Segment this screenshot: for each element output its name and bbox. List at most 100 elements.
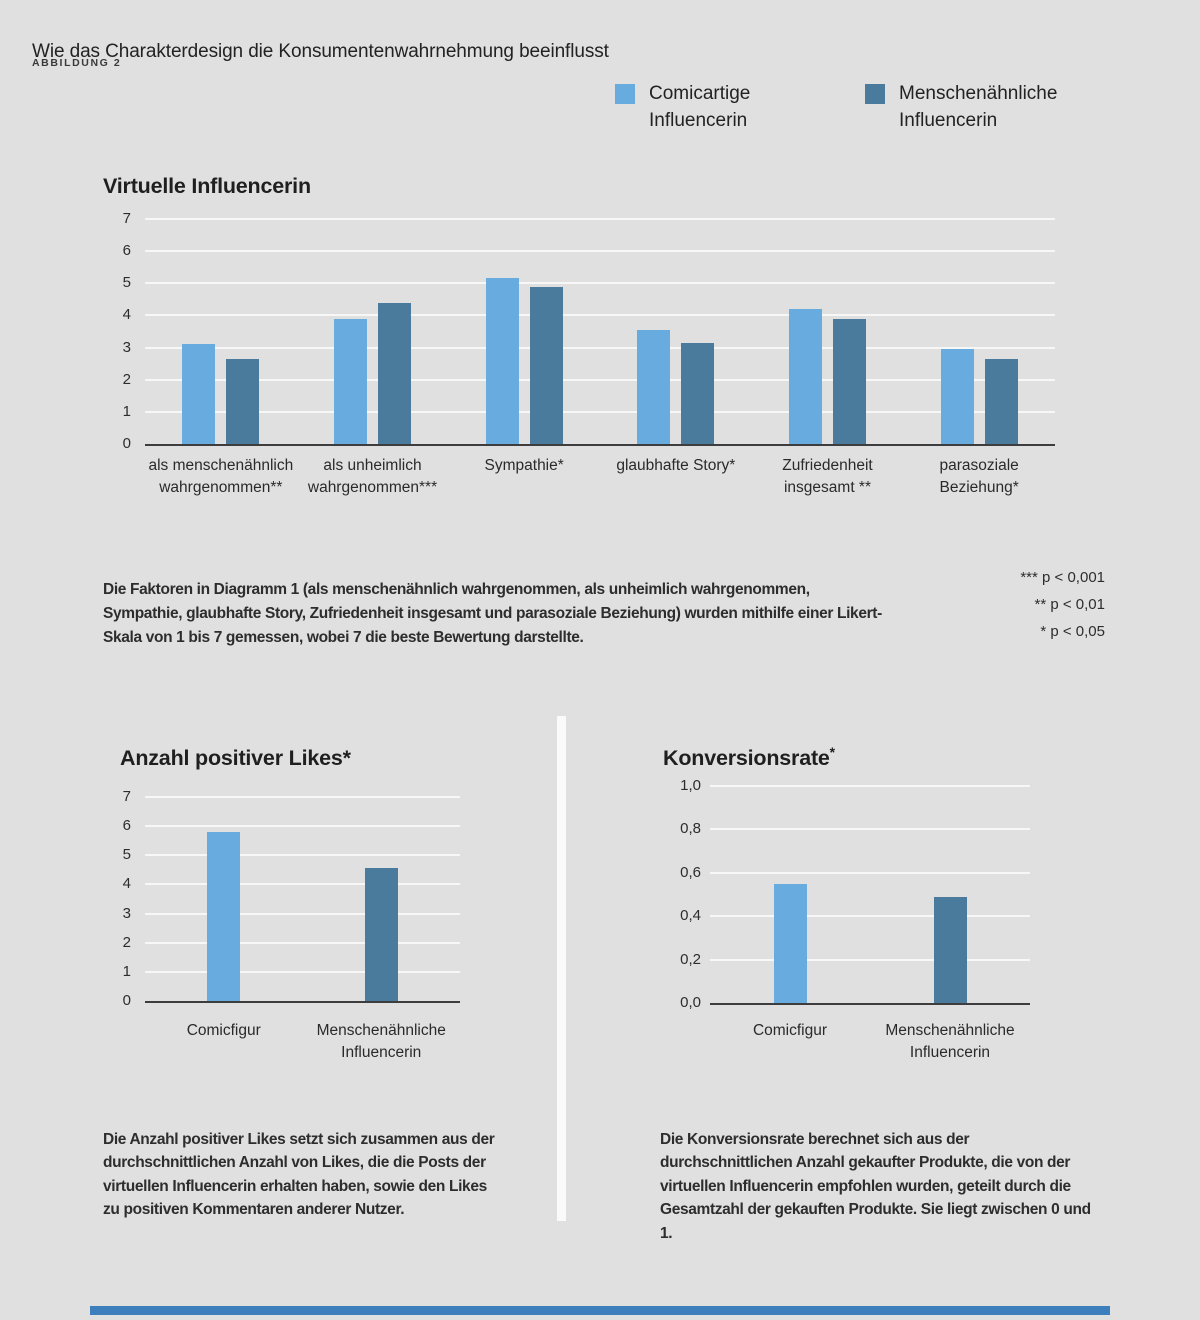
gridline — [145, 410, 1055, 413]
category-slot — [903, 219, 1055, 444]
chart-title-likes: Anzahl positiver Likes* — [120, 745, 351, 770]
y-tick-label: 2 — [122, 370, 131, 388]
x-axis-label: als unheimlich wahrgenommen*** — [307, 457, 438, 496]
x-axis-label: Zufriedenheit insgesamt ** — [782, 457, 873, 496]
y-axis-virtuelle-influencerin: 0 1 2 3 4 5 6 7 — [95, 211, 131, 452]
bar — [377, 302, 411, 444]
significance-levels: *** p < 0,001 ** p < 0,01 * p < 0,05 — [1020, 569, 1105, 640]
y-tick-label: 0 — [122, 992, 131, 1009]
category-slot — [297, 219, 449, 444]
bar — [182, 344, 216, 444]
gridline — [710, 915, 1030, 918]
bar — [529, 286, 563, 444]
gridline — [145, 378, 1055, 381]
bar — [984, 358, 1018, 444]
gridline — [145, 250, 1055, 253]
x-axis-label: Sympathie* — [484, 457, 564, 474]
y-tick-label: 0,0 — [680, 994, 701, 1011]
gridline — [145, 912, 460, 915]
y-tick-label: 6 — [122, 817, 131, 835]
legend-swatch-comic — [615, 84, 635, 104]
gridline — [145, 314, 1055, 317]
bar — [207, 831, 241, 1001]
y-axis-likes: 0 1 2 3 4 5 6 7 — [95, 789, 131, 1009]
x-axis-labels-konversionsrate: Comicfigur Menschenähnliche Influencerin — [710, 1020, 1030, 1070]
legend-label-comic: Comicartige Influencerin — [649, 83, 751, 131]
bar — [832, 318, 866, 444]
gridline — [145, 825, 460, 828]
bar — [485, 278, 519, 444]
chart-title-konversionsrate: Konversionsrate* — [663, 744, 835, 771]
legend-item-human: Menschenähnliche Influencerin — [865, 80, 1057, 134]
x-axis-label: parasoziale Beziehung* — [939, 457, 1019, 496]
gridline — [145, 346, 1055, 349]
y-tick-label: 2 — [122, 933, 131, 951]
plot-konversionsrate — [710, 785, 1030, 1005]
category-slot — [145, 219, 297, 444]
y-tick-label: 0,6 — [680, 863, 701, 881]
gridline — [710, 958, 1030, 961]
x-axis-label: Comicfigur — [186, 1022, 261, 1039]
y-tick-label: 3 — [122, 904, 131, 922]
y-axis-konversionsrate: 0,0 0,2 0,4 0,6 0,8 1,0 — [655, 778, 701, 1011]
legend-swatch-human — [865, 84, 885, 104]
category-slot — [710, 786, 870, 1003]
bar — [681, 342, 715, 444]
y-tick-label: 0,8 — [680, 820, 701, 838]
category-slot — [303, 797, 461, 1001]
gridline — [145, 282, 1055, 285]
x-axis-label: Comicfigur — [752, 1022, 828, 1039]
y-tick-label: 0,4 — [680, 907, 701, 925]
bar — [226, 358, 260, 444]
gridline — [145, 883, 460, 886]
gridline — [145, 854, 460, 857]
legend-label-human: Menschenähnliche Influencerin — [899, 83, 1058, 131]
x-axis-label: Menschenähnliche Influencerin — [885, 1022, 1015, 1061]
category-slot — [600, 219, 752, 444]
bottom-accent-bar — [90, 1306, 1110, 1315]
bar — [933, 896, 967, 1003]
chart-title-virtuelle-influencerin: Virtuelle Influencerin — [103, 173, 311, 198]
x-axis-line — [710, 1003, 1030, 1005]
category-slot — [145, 797, 303, 1001]
gridline — [710, 785, 1030, 787]
y-tick-label: 0,2 — [680, 950, 701, 968]
y-tick-label: 5 — [122, 846, 131, 864]
gridline — [710, 871, 1030, 874]
x-axis-labels-likes: Comicfigur Menschenähnliche Influencerin — [145, 1020, 460, 1070]
y-tick-label: 7 — [122, 788, 131, 805]
likert-footnote: Die Faktoren in Diagramm 1 (als menschen… — [103, 580, 882, 646]
gridline — [145, 941, 460, 944]
plot-likes — [145, 796, 461, 1003]
y-tick-label: 0 — [122, 435, 131, 452]
conversion-note: Die Konversionsrate berechnet sich aus d… — [660, 1130, 1091, 1242]
category-slot — [752, 219, 904, 444]
x-axis-label: Menschenähnliche Influencerin — [316, 1022, 446, 1061]
gridline — [145, 218, 1055, 220]
y-tick-label: 4 — [122, 306, 131, 324]
bar — [940, 349, 974, 444]
bar — [637, 329, 671, 444]
y-tick-label: 1 — [122, 402, 131, 420]
chart-title-konversionsrate-text: Konversionsrate — [663, 746, 830, 770]
y-tick-label: 3 — [122, 338, 131, 356]
gridline — [710, 828, 1030, 831]
category-slot — [448, 219, 600, 444]
y-tick-label: 4 — [122, 875, 131, 893]
y-tick-label: 1,0 — [680, 777, 701, 794]
x-axis-line — [145, 1001, 460, 1003]
bar — [788, 309, 822, 444]
gridline — [145, 796, 460, 798]
x-axis-label: glaubhafte Story* — [616, 457, 736, 474]
gridline — [145, 970, 460, 973]
x-axis-labels-virtuelle-influencerin: als menschenähnlich wahrgenommen** als un… — [145, 455, 1055, 505]
section-divider — [557, 716, 566, 1221]
y-tick-label: 6 — [122, 242, 131, 260]
plot-virtuelle-influencerin — [145, 218, 1055, 446]
category-slot — [870, 786, 1030, 1003]
chart-title-konversionsrate-asterisk: * — [829, 743, 835, 760]
y-tick-label: 1 — [122, 962, 131, 980]
bar — [364, 868, 398, 1001]
x-axis-line — [145, 444, 1055, 446]
